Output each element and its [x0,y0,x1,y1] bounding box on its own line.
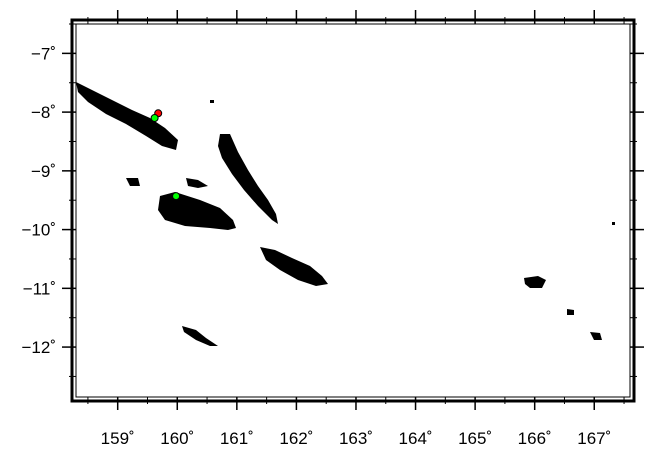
location-marker [150,113,159,122]
x-tick-label: 167˚ [577,429,611,448]
island-guadalcanal [158,192,236,230]
island-utupua [567,309,574,315]
x-tick-label: 163˚ [339,429,373,448]
x-tick-label: 159˚ [101,429,135,448]
location-marker [172,192,181,201]
y-axis-ticks: −7˚ −8˚ −9˚ −10˚ −11˚ −12˚ [22,23,644,377]
island-malaita [218,134,278,224]
y-tick-label: −10˚ [22,221,57,240]
y-tick-label: −11˚ [23,279,56,298]
island-florida [186,178,208,188]
landmass-layer [76,82,615,346]
map-frame-inner [75,23,631,398]
y-tick-label: −7˚ [31,44,56,63]
y-tick-label: −12˚ [22,338,57,357]
x-tick-label: 162˚ [279,429,313,448]
island-small-north [210,100,214,103]
island-small-east [612,222,615,225]
island-new-georgia [76,82,178,150]
map-frame-outer [70,18,636,403]
x-tick-label: 166˚ [518,429,552,448]
x-axis-ticks: 159˚ 160˚ 161˚ 162˚ 163˚ 164˚ 165˚ 166˚ 167˚ [87,10,625,448]
x-tick-label: 161˚ [220,429,254,448]
y-tick-label: −8˚ [31,103,56,122]
island-russell [126,178,140,186]
island-rennell [182,326,218,346]
island-makira [260,247,328,286]
y-tick-label: −9˚ [31,162,56,181]
x-tick-label: 160˚ [160,429,194,448]
island-vanikoro [590,332,602,340]
x-tick-label: 164˚ [399,429,433,448]
marker-layer [150,109,181,201]
island-nendo [524,276,546,288]
x-tick-label: 165˚ [458,429,492,448]
